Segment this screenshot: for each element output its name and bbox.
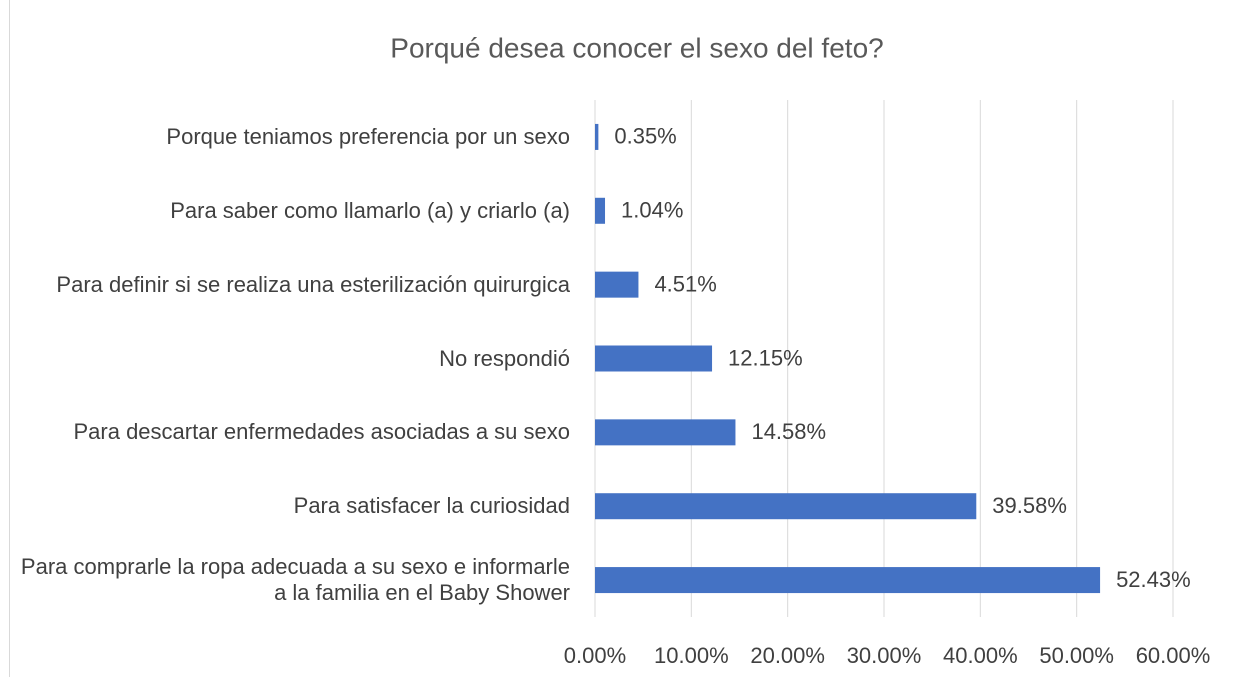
data-label: 12.15% — [728, 345, 803, 370]
chart-border — [9, 0, 10, 677]
data-label: 4.51% — [654, 271, 716, 296]
x-tick-label: 30.00% — [847, 643, 922, 668]
x-tick-label: 60.00% — [1136, 643, 1211, 668]
bar — [595, 345, 713, 372]
x-tick-label: 20.00% — [750, 643, 825, 668]
y-tick-label: Para comprarle la ropa adecuada a su sex… — [20, 554, 570, 606]
y-tick-label: Para saber como llamarlo (a) y criarlo (… — [170, 197, 570, 223]
y-tick-label: Para satisfacer la curiosidad — [293, 493, 570, 519]
chart-title: Porqué desea conocer el sexo del feto? — [390, 32, 883, 63]
bar — [595, 197, 606, 224]
data-label: 1.04% — [621, 198, 683, 223]
y-tick-label: Porque teniamos preferencia por un sexo — [166, 123, 570, 149]
data-label: 39.58% — [992, 493, 1067, 518]
bar — [595, 123, 599, 150]
bar — [595, 493, 977, 520]
y-tick-label: Para definir si se realiza una esteriliz… — [56, 271, 570, 297]
y-tick-label: No respondió — [439, 345, 570, 371]
bar — [595, 567, 1101, 594]
data-label: 52.43% — [1116, 567, 1191, 592]
data-label: 14.58% — [751, 419, 826, 444]
x-tick-label: 0.00% — [564, 643, 626, 668]
x-tick-label: 10.00% — [654, 643, 729, 668]
data-label: 0.35% — [614, 124, 676, 149]
bar — [595, 419, 736, 446]
bar — [595, 271, 639, 298]
x-tick-label: 50.00% — [1039, 643, 1114, 668]
x-tick-label: 40.00% — [943, 643, 1018, 668]
y-tick-label: Para descartar enfermedades asociadas a … — [73, 419, 570, 445]
